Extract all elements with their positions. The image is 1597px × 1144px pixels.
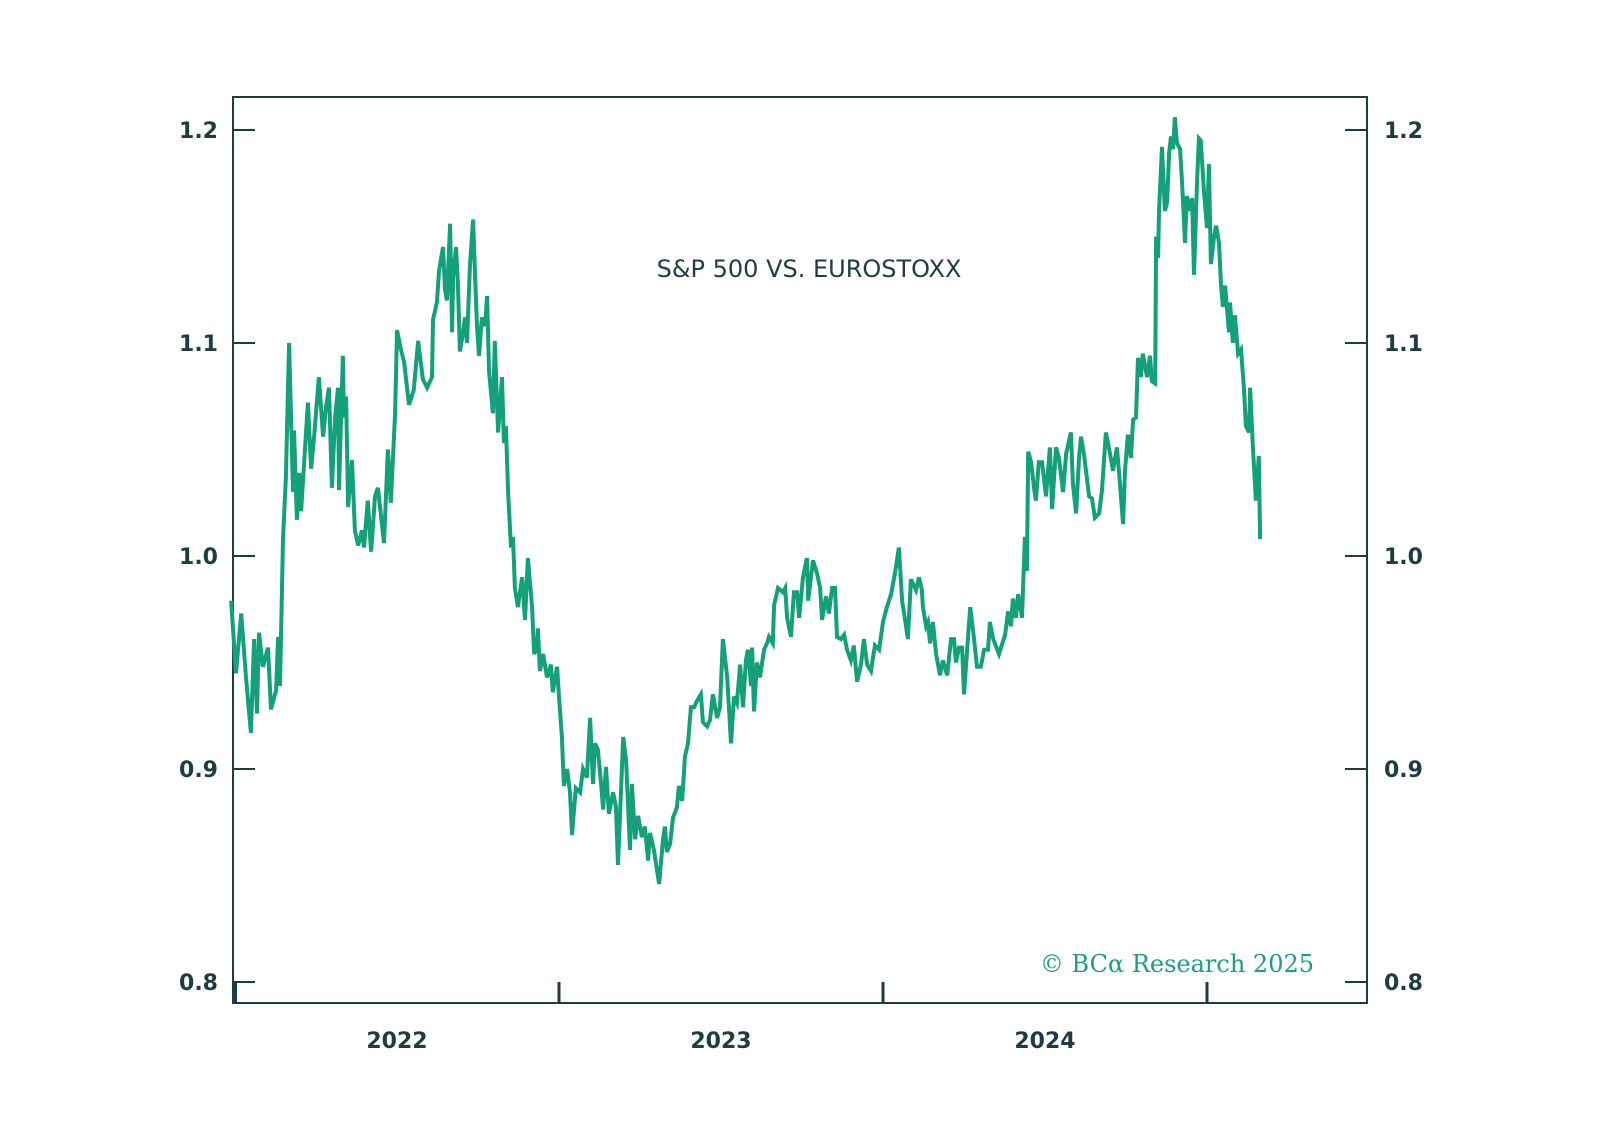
y-tick-label-right: 1.1 (1384, 332, 1423, 357)
plot-frame (232, 96, 1368, 1004)
y-tick-label-right: 0.8 (1384, 971, 1423, 996)
x-tick-label: 2023 (690, 1029, 751, 1054)
y-tick-label-right: 1.0 (1384, 545, 1423, 570)
series-line (229, 117, 1263, 885)
y-tick-label-left: 0.8 (179, 971, 218, 996)
copyright-credit: © BCα Research 2025 (1040, 950, 1314, 978)
y-tick-label-right: 0.9 (1384, 758, 1423, 783)
y-tick-label-right: 1.2 (1384, 119, 1423, 144)
x-tick-label: 2022 (366, 1029, 427, 1054)
y-tick-label-left: 1.2 (179, 119, 218, 144)
y-tick-label-left: 1.0 (179, 545, 218, 570)
y-tick-label-left: 1.1 (179, 332, 218, 357)
x-tick-label: 2024 (1014, 1029, 1075, 1054)
y-tick-label-left: 0.9 (179, 758, 218, 783)
chart-title: S&P 500 VS. EUROSTOXX (657, 255, 962, 283)
